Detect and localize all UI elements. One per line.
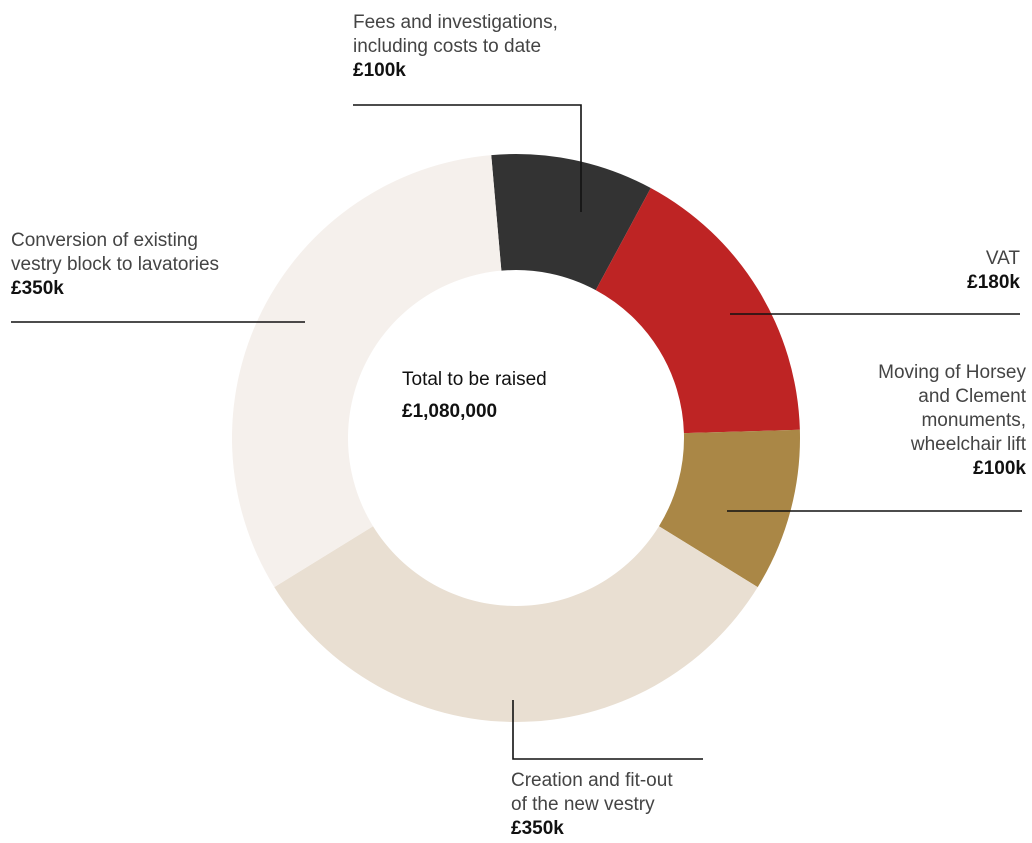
donut-slice: [232, 155, 502, 588]
slice-labels: Fees and investigations, including costs …: [11, 12, 1027, 839]
slice-label-name-line: VAT: [986, 248, 1021, 269]
center-title: Total to be raised: [402, 369, 547, 390]
slice-label-value: £100k: [353, 60, 406, 81]
leader-lines: [11, 104, 1022, 760]
slice-label-name-line: of the new vestry: [511, 794, 655, 815]
slice-label-name-line: including costs to date: [353, 36, 541, 57]
slice-label-value: £350k: [511, 818, 564, 839]
donut-slices: [232, 154, 801, 722]
donut-slice: [274, 526, 758, 722]
leader-line: [353, 104, 582, 212]
donut-slice: [658, 429, 801, 588]
slice-label: VAT £180k: [967, 248, 1020, 293]
slice-label: Creation and fit-out of the new vestry £35…: [511, 770, 673, 839]
center-label: Total to be raised £1,080,000: [402, 369, 547, 422]
leader-line: [512, 700, 703, 760]
slice-label-value: £180k: [967, 272, 1020, 293]
slice-label: Fees and investigations, including costs …: [353, 12, 558, 81]
slice-label-name-line: and Clement: [918, 386, 1026, 407]
donut-slice: [595, 188, 800, 434]
slice-label-value: £350k: [11, 278, 64, 299]
slice-label-name-line: monuments,: [921, 410, 1026, 431]
slice-label: Conversion of existing vestry block to la…: [11, 230, 219, 299]
slice-label-name-line: Fees and investigations,: [353, 12, 558, 33]
slice-label-name-line: wheelchair lift: [910, 434, 1027, 455]
slice-label-value: £100k: [973, 458, 1026, 479]
slice-label-name-line: Conversion of existing: [11, 230, 198, 251]
slice-label-name-line: vestry block to lavatories: [11, 254, 219, 275]
center-value: £1,080,000: [402, 401, 497, 422]
slice-label: Moving of Horsey and Clement monuments, whe…: [878, 362, 1027, 479]
slice-label-name-line: Creation and fit-out: [511, 770, 673, 791]
slice-label-name-line: Moving of Horsey: [878, 362, 1026, 383]
donut-slice: [491, 154, 651, 291]
